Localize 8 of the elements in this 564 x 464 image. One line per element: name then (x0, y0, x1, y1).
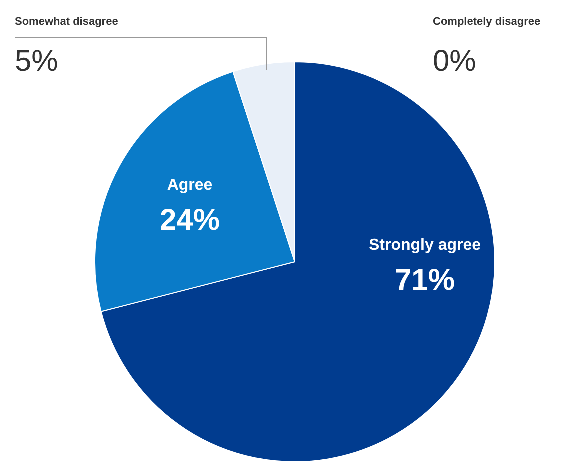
data-label: 5% (15, 45, 58, 78)
slice-label: Agree (167, 177, 213, 194)
data-label: 24% (160, 204, 220, 237)
data-label: 71% (394, 264, 456, 297)
category-label: Completely disagree (433, 16, 541, 28)
text: 0% (433, 45, 476, 78)
slice-label: Somewhat disagree (15, 16, 118, 28)
slice-label: Strongly agree (368, 237, 482, 254)
